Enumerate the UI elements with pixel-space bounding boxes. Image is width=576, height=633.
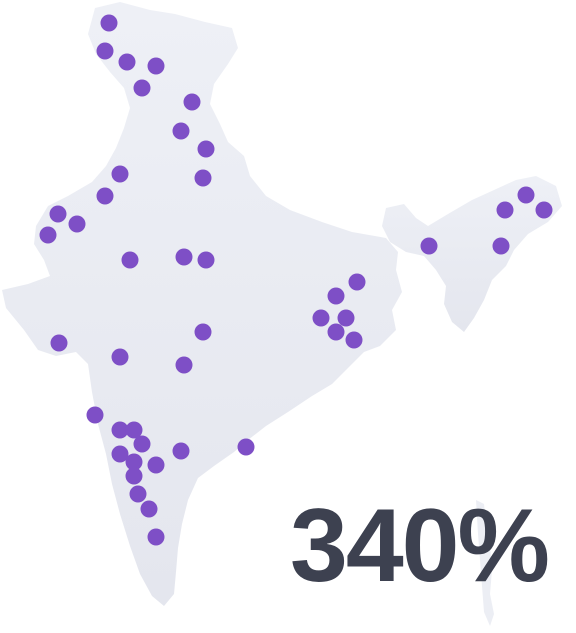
location-marker: [194, 169, 212, 187]
location-marker: [140, 500, 158, 518]
location-marker: [517, 186, 535, 204]
location-marker: [125, 453, 143, 471]
location-marker: [111, 445, 129, 463]
location-marker: [496, 201, 514, 219]
location-marker: [492, 237, 510, 255]
location-marker: [111, 421, 129, 439]
india-northeast-shape: [382, 176, 562, 332]
location-marker: [147, 456, 165, 474]
location-marker: [133, 435, 151, 453]
location-marker: [133, 79, 151, 97]
location-marker: [125, 421, 143, 439]
location-marker: [86, 406, 104, 424]
location-marker: [194, 323, 212, 341]
location-marker: [96, 187, 114, 205]
location-marker: [111, 348, 129, 366]
location-marker: [111, 165, 129, 183]
location-marker: [312, 309, 330, 327]
location-marker: [420, 237, 438, 255]
location-marker: [118, 53, 136, 71]
location-marker: [237, 438, 255, 456]
location-marker: [125, 467, 143, 485]
growth-stat-value: 340%: [290, 488, 550, 604]
location-marker: [172, 122, 190, 140]
location-marker: [337, 309, 355, 327]
location-marker: [49, 205, 67, 223]
location-markers: [39, 14, 553, 546]
location-marker: [197, 140, 215, 158]
location-marker: [172, 442, 190, 460]
location-marker: [96, 42, 114, 60]
location-marker: [100, 14, 118, 32]
location-marker: [50, 334, 68, 352]
location-marker: [345, 331, 363, 349]
location-marker: [175, 248, 193, 266]
location-marker: [129, 485, 147, 503]
location-marker: [327, 287, 345, 305]
india-mainland-shape: [2, 2, 402, 606]
location-marker: [175, 356, 193, 374]
location-marker: [327, 323, 345, 341]
location-marker: [348, 273, 366, 291]
location-marker: [147, 528, 165, 546]
location-marker: [147, 57, 165, 75]
location-marker: [39, 226, 57, 244]
location-marker: [197, 251, 215, 269]
location-marker: [183, 93, 201, 111]
location-marker: [68, 215, 86, 233]
location-marker: [121, 251, 139, 269]
island-shape: [476, 500, 494, 626]
location-marker: [535, 201, 553, 219]
